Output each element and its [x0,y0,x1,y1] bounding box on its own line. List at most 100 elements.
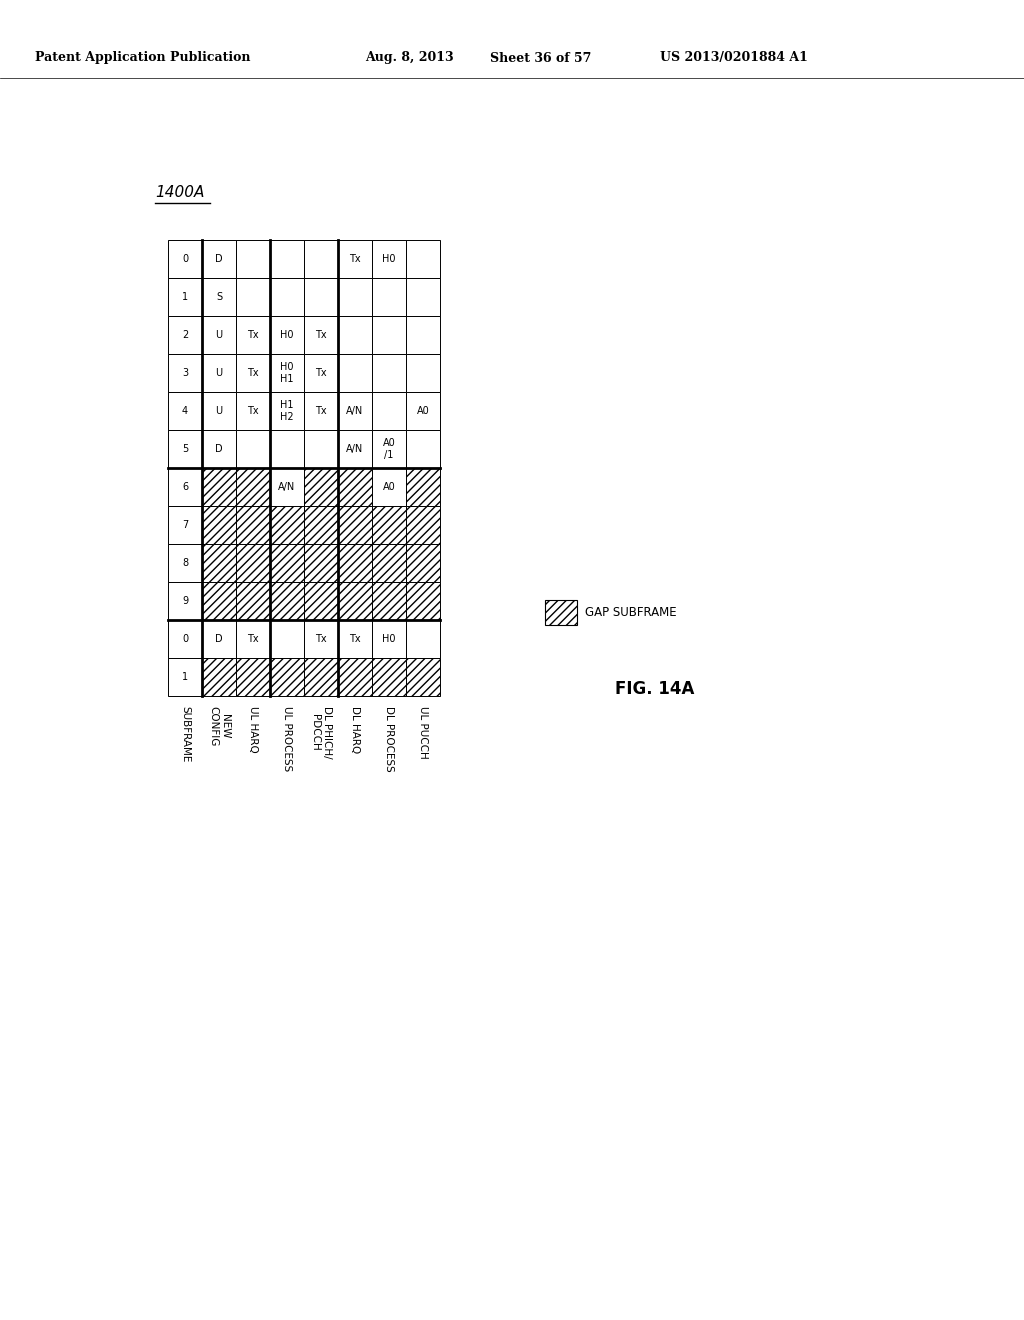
Bar [270,240,304,279]
Bar [270,315,304,354]
Text: Tx: Tx [349,253,360,264]
Bar [338,582,372,620]
Bar [304,620,338,657]
Bar [168,620,202,657]
Bar [304,392,338,430]
Bar [168,544,202,582]
Bar [168,240,202,279]
Text: FIG. 14A: FIG. 14A [615,680,694,698]
Bar [406,315,440,354]
Bar [304,506,338,544]
Bar [406,544,440,582]
Text: Tx: Tx [247,368,259,378]
Bar [270,582,304,620]
Bar [338,354,372,392]
Text: Tx: Tx [247,407,259,416]
Bar [202,279,236,315]
Bar [270,657,304,696]
Text: 4: 4 [182,407,188,416]
Text: DL HARQ: DL HARQ [350,706,360,754]
Text: 1: 1 [182,292,188,302]
Text: D: D [215,634,223,644]
Text: A0: A0 [417,407,429,416]
Bar [202,430,236,469]
Bar [338,279,372,315]
Bar [406,354,440,392]
Text: 6: 6 [182,482,188,492]
Text: Aug. 8, 2013: Aug. 8, 2013 [365,51,454,65]
Text: Tx: Tx [315,368,327,378]
Bar [270,354,304,392]
Bar [304,544,338,582]
Bar [236,506,270,544]
Bar [236,469,270,506]
Text: 1400A: 1400A [155,185,205,201]
Text: U: U [215,368,222,378]
Bar [372,620,406,657]
Bar [202,354,236,392]
Bar [236,430,270,469]
Bar [406,430,440,469]
Bar [236,240,270,279]
Bar [406,279,440,315]
Bar [338,315,372,354]
Bar [406,506,440,544]
Text: D: D [215,253,223,264]
Bar [304,354,338,392]
Text: SUBFRAME: SUBFRAME [180,706,190,763]
Bar [236,315,270,354]
Bar [236,354,270,392]
Bar [168,657,202,696]
Bar [236,582,270,620]
Text: D: D [215,444,223,454]
Text: H0
H1: H0 H1 [281,362,294,384]
Text: U: U [215,330,222,341]
Bar [372,582,406,620]
Bar [372,392,406,430]
Text: UL PROCESS: UL PROCESS [282,706,292,771]
Text: Tx: Tx [247,634,259,644]
Text: Tx: Tx [349,634,360,644]
Bar [202,392,236,430]
Bar [338,392,372,430]
Text: A0
/1: A0 /1 [383,438,395,459]
Text: Sheet 36 of 57: Sheet 36 of 57 [490,51,592,65]
Text: Tx: Tx [315,407,327,416]
Text: DL PHICH/
PDCCH: DL PHICH/ PDCCH [310,706,332,759]
Bar [372,657,406,696]
Bar [338,430,372,469]
Bar [372,469,406,506]
Bar [236,620,270,657]
Bar [406,657,440,696]
Bar [168,279,202,315]
Bar [202,620,236,657]
Text: 0: 0 [182,634,188,644]
Bar [304,240,338,279]
Bar [168,354,202,392]
Bar [406,240,440,279]
Text: A/N: A/N [346,407,364,416]
Bar [372,240,406,279]
Text: 1: 1 [182,672,188,682]
Bar [338,657,372,696]
Bar [406,582,440,620]
Text: 2: 2 [182,330,188,341]
Bar [304,315,338,354]
Bar [406,392,440,430]
Bar [168,582,202,620]
Bar [304,469,338,506]
Bar [338,240,372,279]
Bar [338,620,372,657]
Bar [304,279,338,315]
Text: Tx: Tx [315,634,327,644]
Text: H0: H0 [382,634,395,644]
Text: H0: H0 [382,253,395,264]
Bar [236,544,270,582]
Bar [270,279,304,315]
Bar [202,657,236,696]
Text: UL PUCCH: UL PUCCH [418,706,428,759]
Bar [338,544,372,582]
Text: 0: 0 [182,253,188,264]
Text: H1
H2: H1 H2 [281,400,294,422]
Bar [338,506,372,544]
